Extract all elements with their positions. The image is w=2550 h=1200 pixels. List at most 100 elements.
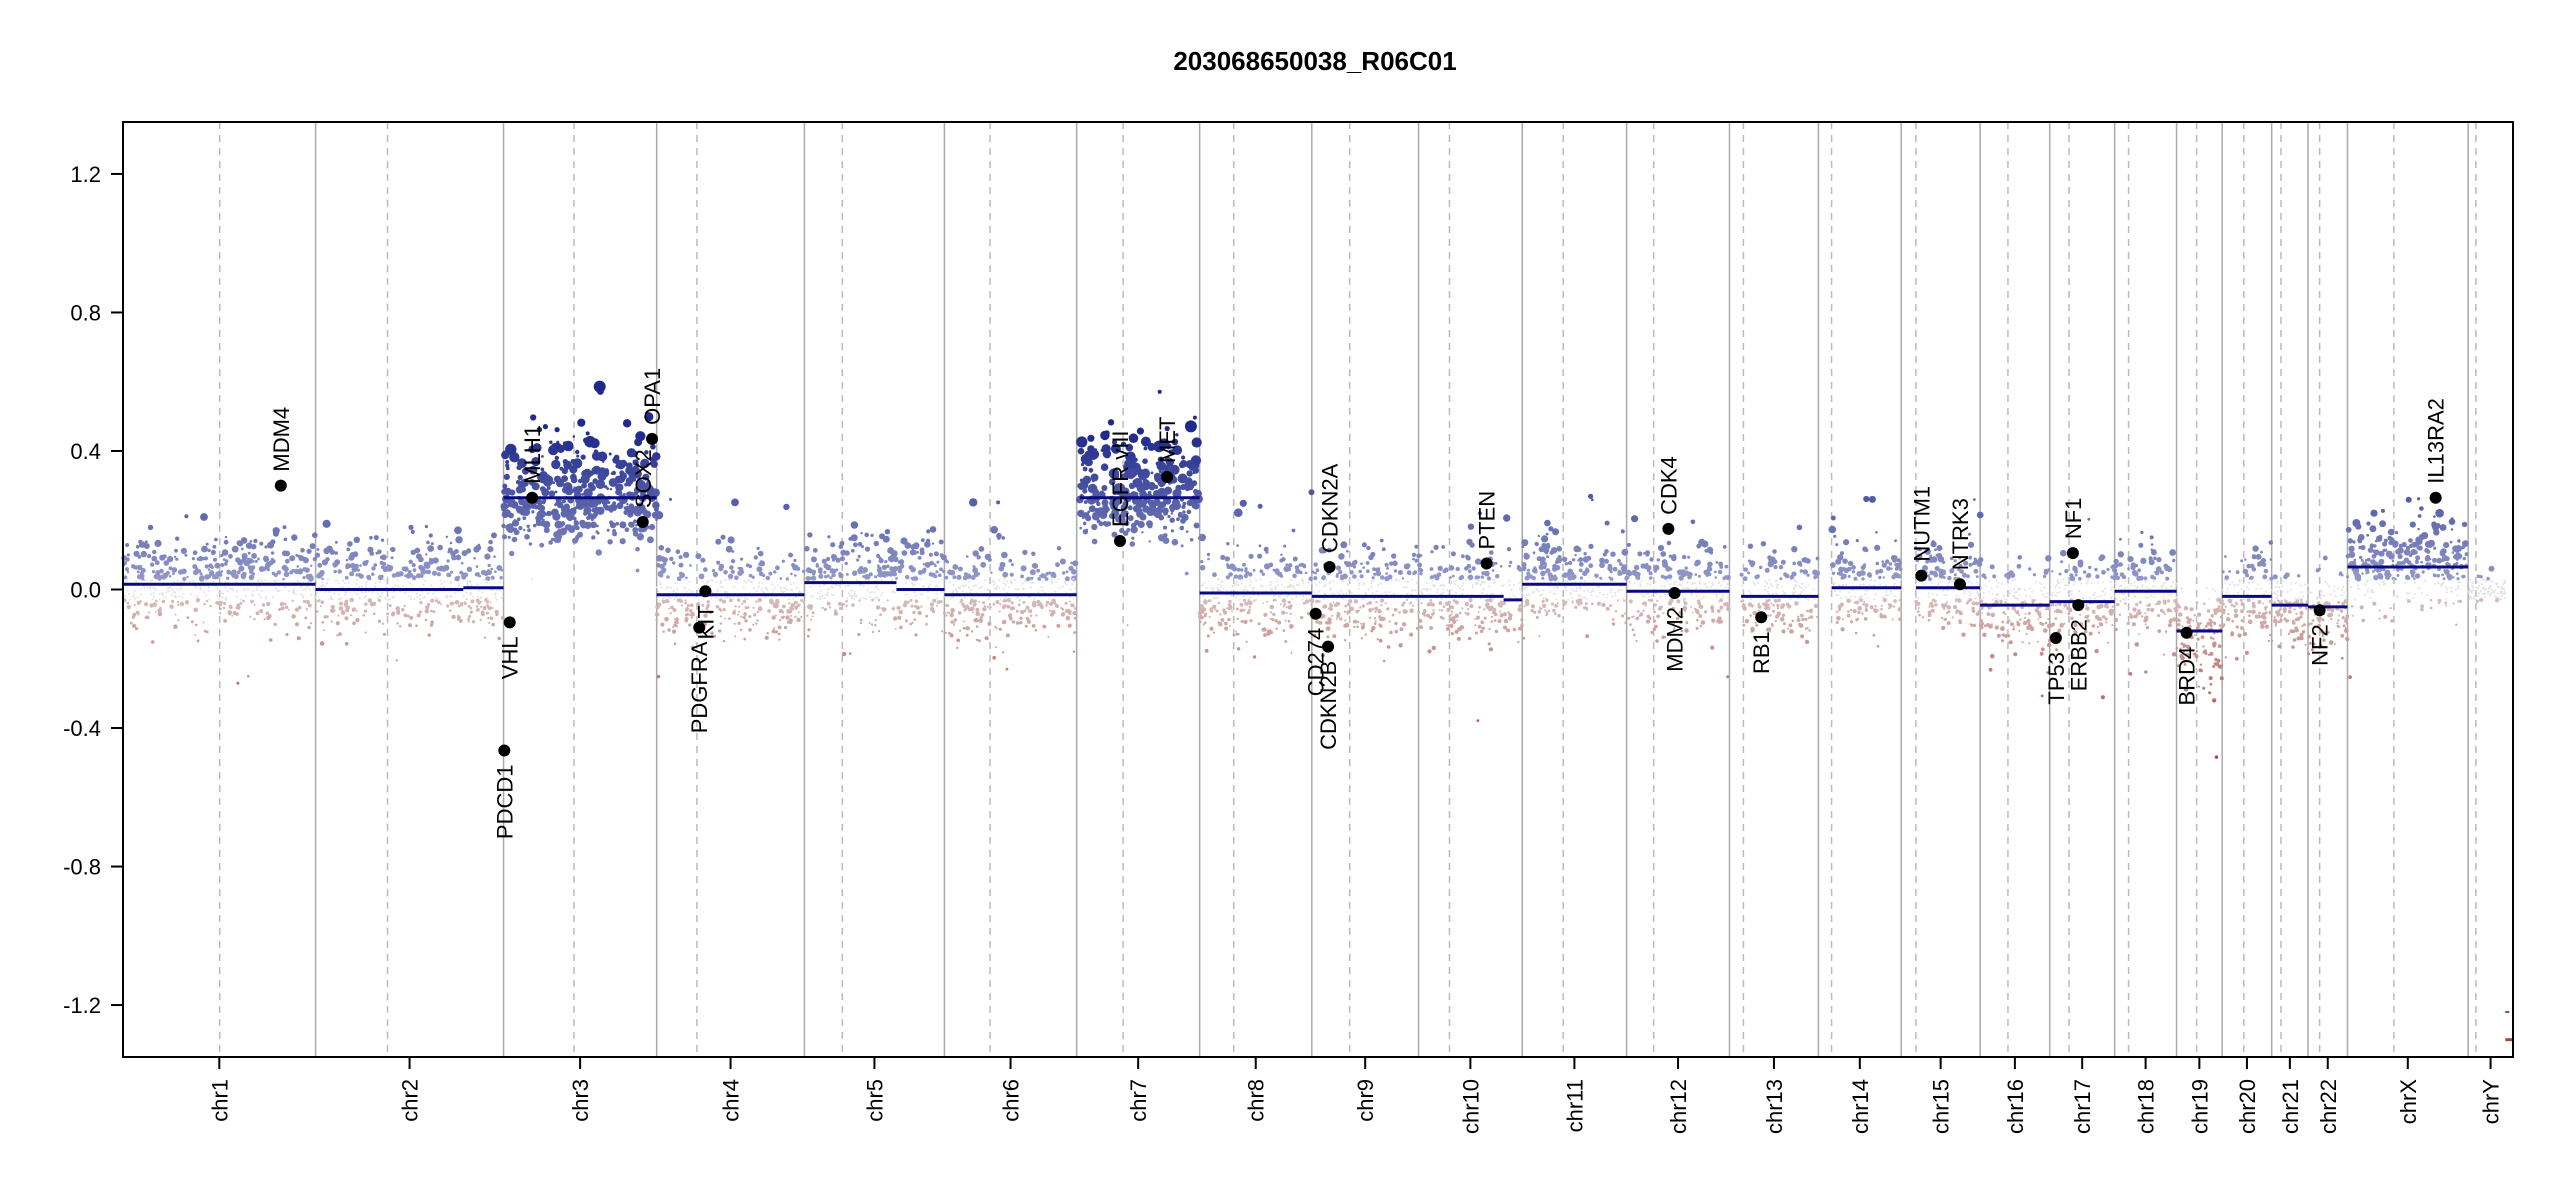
probe-point	[1523, 588, 1526, 591]
probe-point	[1664, 593, 1666, 596]
probe-point	[1336, 611, 1340, 615]
probe-point	[393, 590, 396, 593]
probe-point	[1198, 614, 1203, 619]
probe-point	[1031, 551, 1036, 556]
probe-point	[1170, 508, 1175, 513]
probe-point	[271, 559, 276, 564]
probe-point	[972, 600, 976, 604]
probe-point	[978, 546, 985, 552]
probe-point	[1481, 591, 1483, 594]
probe-point	[414, 547, 421, 554]
probe-point	[1552, 608, 1556, 613]
probe-point	[832, 586, 835, 589]
probe-point	[1240, 578, 1243, 581]
probe-point	[779, 585, 782, 588]
probe-point	[1715, 561, 1719, 564]
probe-point	[1891, 574, 1897, 580]
probe-point	[1727, 585, 1730, 588]
probe-point	[1318, 580, 1321, 583]
probe-point	[430, 542, 434, 546]
probe-point	[1272, 598, 1276, 602]
probe-point	[419, 601, 423, 605]
probe-point	[786, 610, 790, 614]
probe-point	[214, 562, 221, 569]
probe-point	[1478, 605, 1481, 609]
probe-point	[972, 550, 979, 557]
probe-point	[1343, 610, 1347, 613]
probe-point	[344, 575, 349, 580]
probe-point	[524, 534, 530, 540]
probe-point	[1431, 584, 1434, 587]
probe-point	[1335, 574, 1339, 578]
probe-point	[137, 555, 142, 559]
probe-point	[664, 616, 669, 622]
probe-point	[132, 623, 137, 629]
probe-point	[364, 602, 368, 606]
probe-point	[440, 582, 443, 585]
probe-point	[945, 614, 948, 617]
probe-point	[945, 631, 947, 634]
probe-point	[675, 595, 678, 598]
probe-point	[1851, 565, 1856, 570]
probe-point	[436, 572, 441, 577]
probe-point	[528, 445, 536, 454]
probe-point	[1945, 601, 1949, 604]
probe-point	[237, 540, 244, 547]
probe-point	[857, 554, 861, 559]
probe-point	[327, 578, 329, 581]
probe-point	[465, 591, 468, 594]
probe-point	[1061, 608, 1065, 611]
probe-point	[457, 575, 461, 579]
probe-point	[1698, 614, 1703, 618]
probe-point	[310, 564, 313, 567]
probe-point	[1621, 548, 1629, 556]
probe-point	[715, 605, 720, 609]
probe-point	[1285, 563, 1289, 567]
probe-point	[1546, 555, 1550, 559]
probe-point	[795, 586, 798, 589]
probe-point	[143, 586, 146, 589]
probe-point	[587, 482, 595, 489]
probe-point	[1079, 478, 1084, 483]
probe-point	[455, 601, 458, 604]
probe-point	[1448, 614, 1452, 617]
probe-point	[123, 575, 128, 580]
probe-point	[1476, 615, 1481, 620]
probe-point	[1091, 538, 1098, 545]
probe-point	[1608, 576, 1611, 579]
probe-point	[717, 598, 720, 601]
probe-point	[1020, 574, 1024, 579]
probe-point	[917, 610, 922, 616]
probe-point	[1692, 611, 1694, 614]
probe-point	[333, 569, 337, 574]
probe-point	[208, 586, 210, 589]
probe-point	[640, 458, 650, 469]
probe-point	[703, 567, 708, 572]
probe-point	[141, 577, 145, 581]
probe-point	[925, 623, 928, 626]
probe-point	[1653, 564, 1660, 571]
probe-point	[1045, 572, 1049, 576]
probe-point	[1350, 563, 1354, 567]
probe-point	[388, 604, 392, 608]
probe-point	[773, 627, 775, 630]
probe-point	[970, 575, 976, 580]
probe-point	[1564, 562, 1569, 566]
probe-point	[282, 564, 288, 570]
probe-point	[1358, 569, 1362, 574]
probe-point	[1797, 584, 1800, 587]
probe-point	[1621, 572, 1624, 575]
probe-point	[894, 628, 897, 630]
probe-point	[965, 626, 970, 631]
probe-point	[1394, 578, 1397, 581]
probe-point	[189, 580, 191, 583]
probe-point	[413, 598, 416, 601]
probe-point	[1389, 630, 1393, 635]
probe-point	[1488, 585, 1491, 588]
probe-point	[835, 568, 839, 572]
probe-point	[1335, 617, 1338, 620]
probe-point	[1275, 580, 1278, 583]
probe-point	[1502, 625, 1506, 629]
probe-point	[541, 455, 544, 458]
probe-point	[469, 593, 472, 596]
